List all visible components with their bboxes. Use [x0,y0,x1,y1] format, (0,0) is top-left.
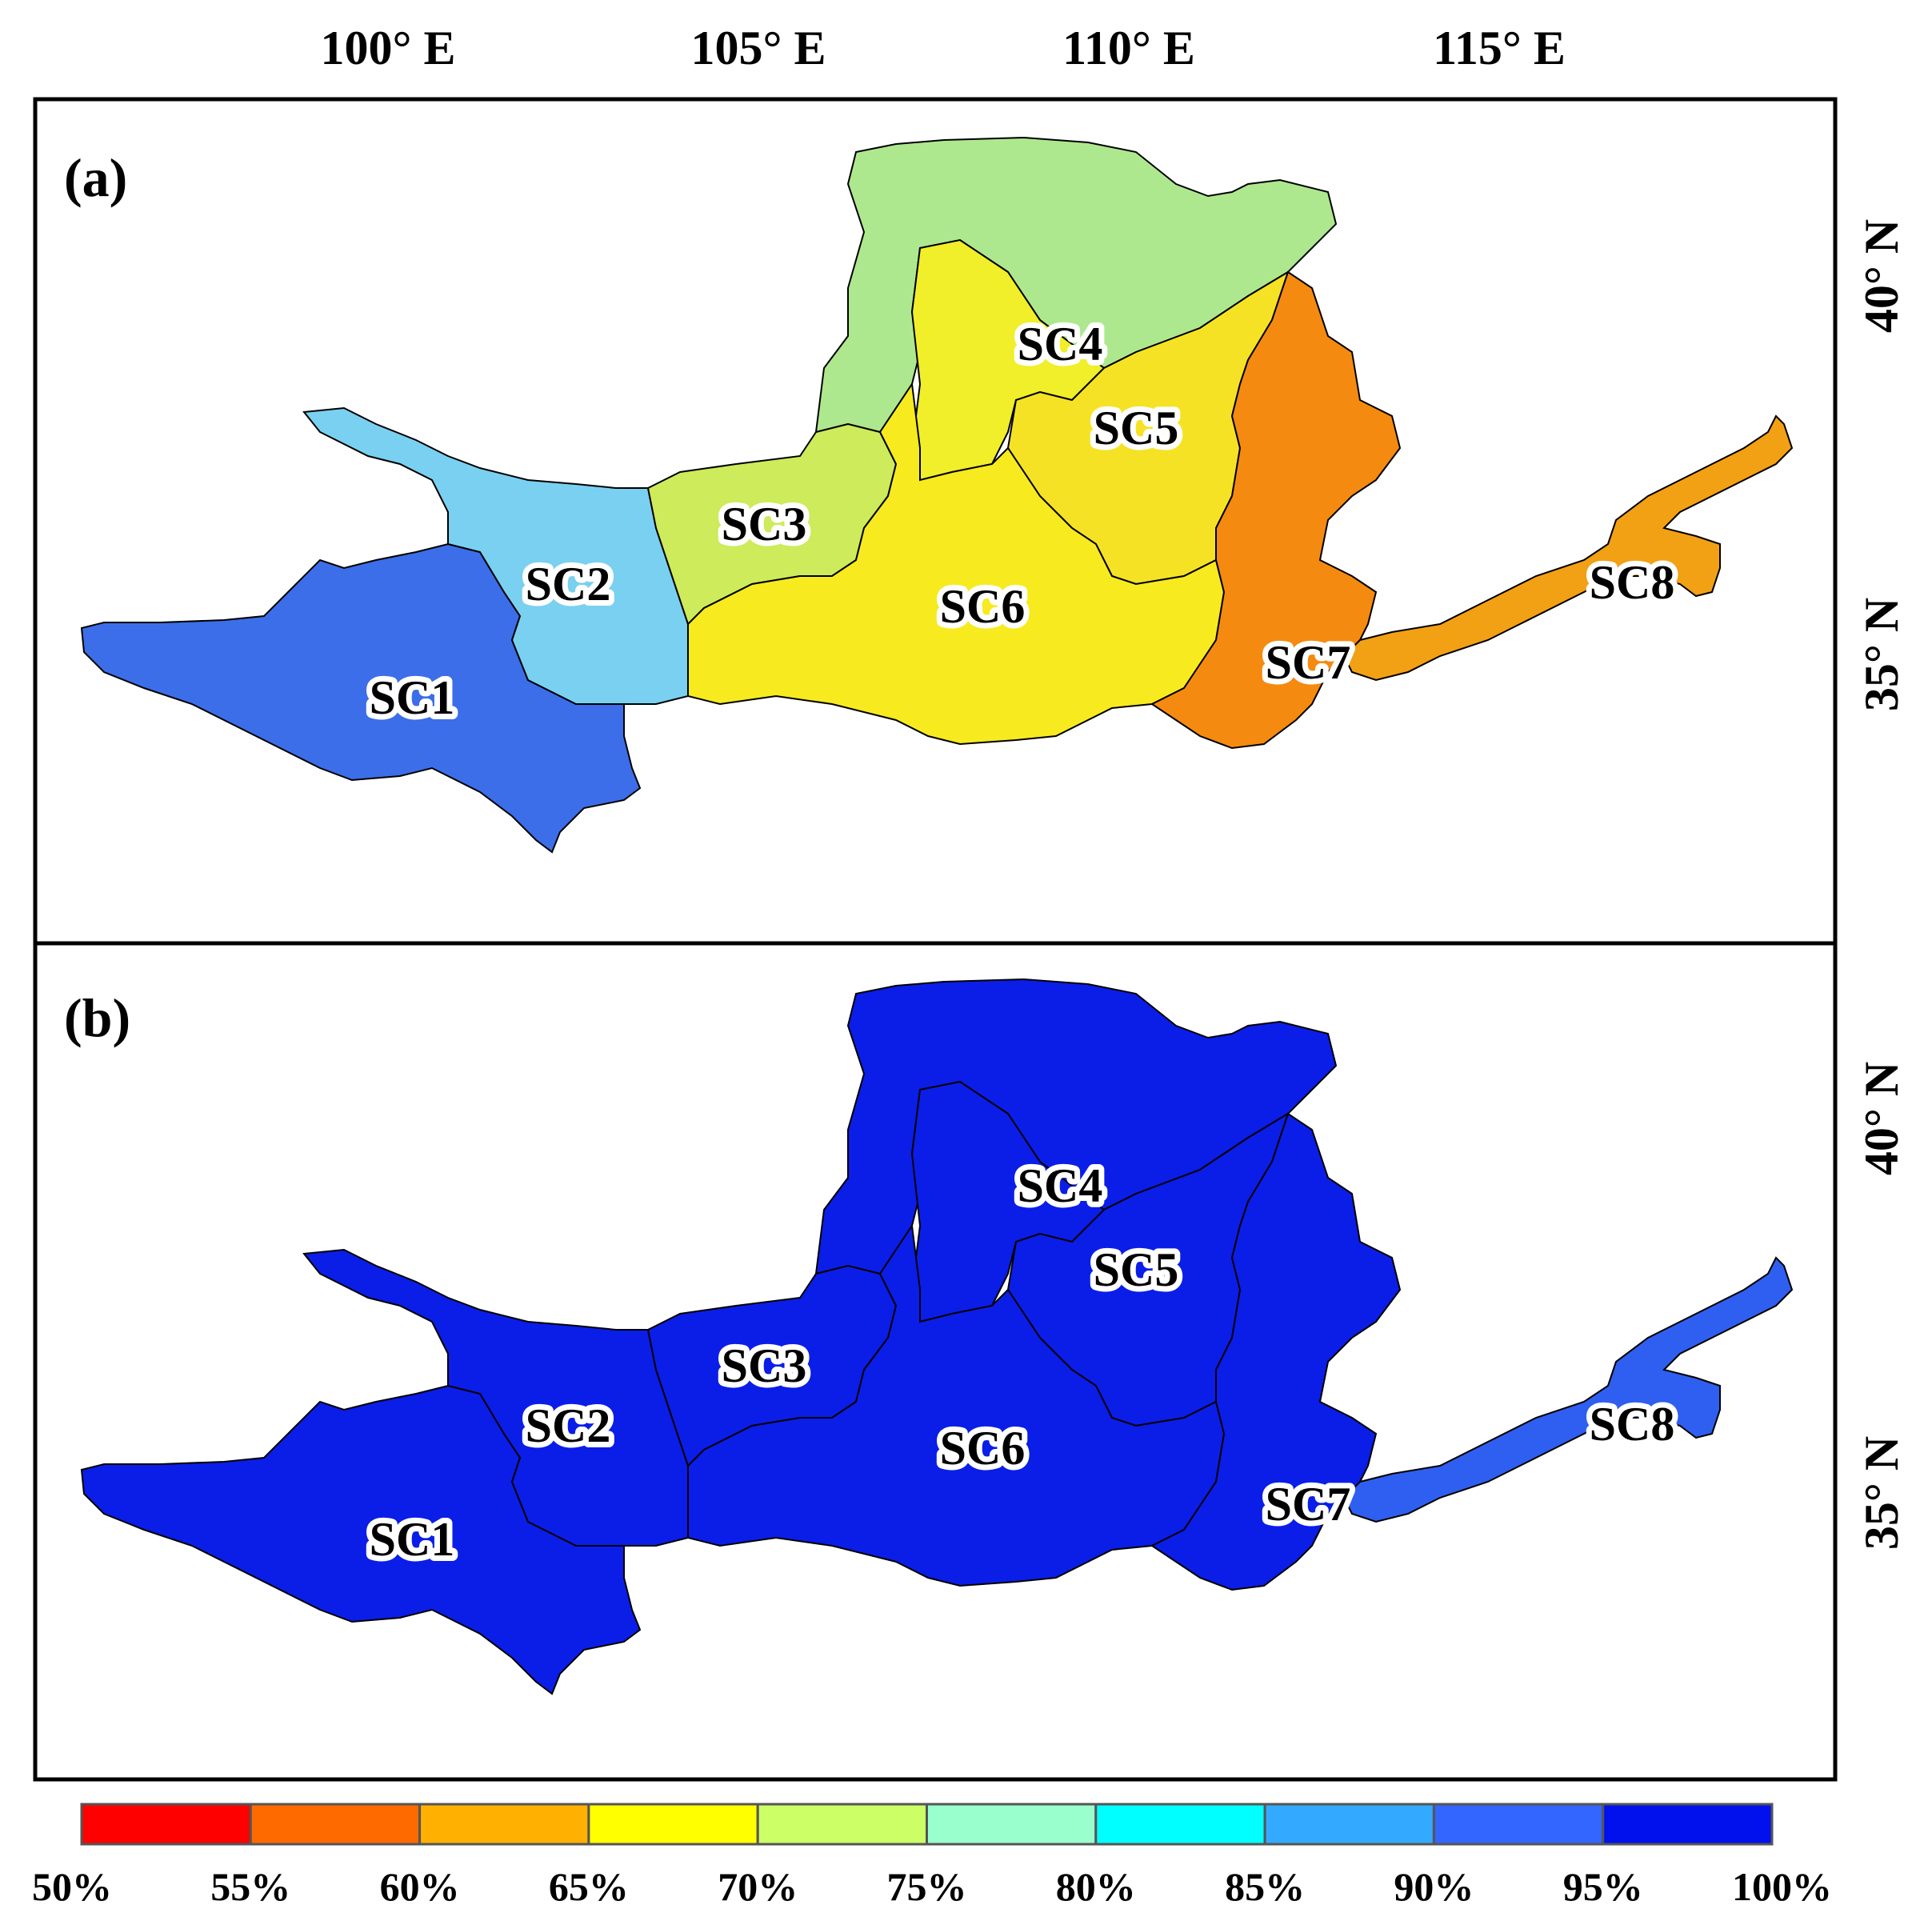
region-label-sc5: SC5 [1094,402,1179,454]
panel-a-label: (a) [64,147,127,208]
colorbar-swatch [418,1803,590,1846]
colorbar-tick-label: 65% [549,1864,629,1909]
lon-tick-label: 105° E [690,22,826,74]
colorbar-swatch [1263,1803,1435,1846]
colorbar-swatch [80,1803,252,1846]
panel-a: (a) SC1 SC2 SC3 SC4 SC5 SC6 SC7 SC8 [33,97,1838,946]
lat-tick-label: 40° N [1855,219,1908,333]
colorbar-tick-label: 90% [1394,1864,1474,1909]
region-label-sc1: SC1 [370,671,455,724]
lon-tick-label: 110° E [1062,22,1195,74]
lon-tick-label: 100° E [320,22,455,74]
panel-b: (b) SC1 SC2 SC3 SC4 SC5 SC6 SC7 SC8 [33,941,1838,1782]
region-label-sc2: SC2 [526,1399,611,1452]
colorbar-swatch [1432,1803,1605,1846]
colorbar-tick-label: 85% [1225,1864,1305,1909]
panel-a-region-labels: SC1 SC2 SC3 SC4 SC5 SC6 SC7 SC8 [364,312,1681,730]
colorbar-swatch [587,1803,759,1846]
region-label-sc6: SC6 [940,1422,1026,1475]
colorbar-tick-label: 95% [1563,1864,1643,1909]
colorbar-tick-label: 75% [887,1864,967,1909]
colorbar-tick-label: 70% [718,1864,798,1909]
colorbar-tick-label: 55% [210,1864,290,1909]
lon-tick-label: 115° E [1433,22,1566,74]
colorbar-swatch [756,1803,929,1846]
region-label-sc1: SC1 [370,1513,455,1566]
region-label-sc8: SC8 [1590,556,1675,609]
panel-b-label: (b) [64,987,130,1048]
colorbar-swatch [249,1803,422,1846]
colorbar-tick-label: 60% [380,1864,460,1909]
colorbar: 50% 55% 60% 65% 70% 75% 80% 85% 90% 95% 100% [32,1803,1832,1909]
region-label-sc8: SC8 [1590,1398,1675,1451]
region-label-sc4: SC4 [1018,318,1103,370]
region-label-sc2: SC2 [526,558,611,610]
lat-tick-label: 35° N [1855,598,1908,711]
region-label-sc6: SC6 [940,580,1026,633]
region-label-sc7: SC7 [1266,1478,1351,1531]
colorbar-swatches [80,1803,1774,1846]
colorbar-tick-label: 50% [32,1864,112,1909]
longitude-tick-labels: 100° E 105° E 110° E 115° E [320,22,1565,74]
region-label-sc7: SC7 [1266,636,1351,689]
colorbar-swatch [1094,1803,1266,1846]
latitude-tick-labels: 40° N 35° N 40° N 35° N [1855,219,1908,1550]
region-label-sc5: SC5 [1094,1243,1179,1296]
lat-tick-label: 35° N [1855,1436,1908,1550]
panel-b-region-labels: SC1 SC2 SC3 SC4 SC5 SC6 SC7 SC8 [364,1154,1681,1571]
colorbar-tick-label: 80% [1056,1864,1136,1909]
colorbar-swatch [926,1803,1098,1846]
colorbar-swatch [1602,1803,1774,1846]
region-label-sc4: SC4 [1018,1159,1103,1212]
lat-tick-label: 40° N [1855,1062,1908,1175]
region-label-sc3: SC3 [722,1339,807,1392]
region-label-sc3: SC3 [722,498,807,550]
colorbar-labels: 50% 55% 60% 65% 70% 75% 80% 85% 90% 95% 100% [32,1864,1832,1909]
colorbar-tick-label: 100% [1732,1864,1832,1909]
